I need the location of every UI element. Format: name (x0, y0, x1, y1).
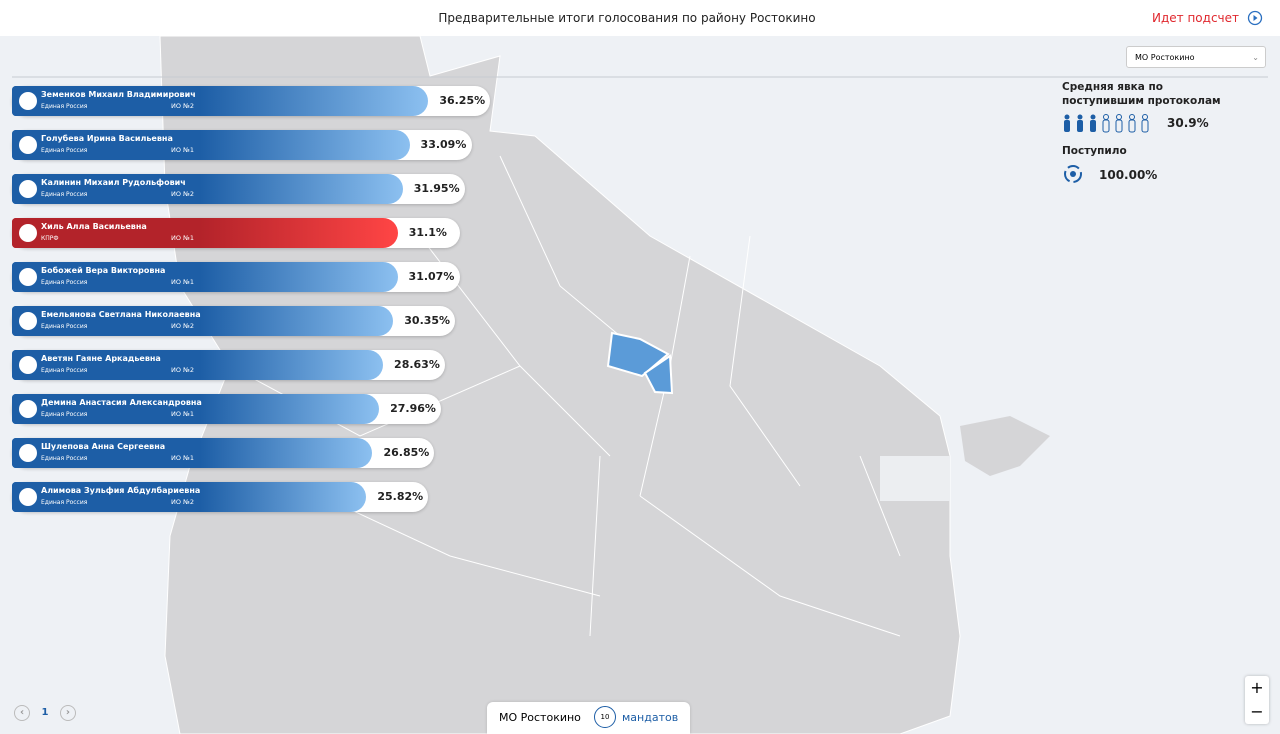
candidate-info: Алимова Зульфия Абдулбариевна Единая Росс… (12, 482, 200, 512)
candidate-row[interactable]: Аветян Гаяне Аркадьевна Единая Россия ИО №… (12, 350, 446, 380)
district-selector[interactable]: МО Ростокино ⌄ (1126, 46, 1266, 68)
party-logo (19, 268, 37, 286)
candidate-row[interactable]: Шулепова Анна Сергеевна Единая Россия ИО №… (12, 438, 435, 468)
party-logo (19, 356, 37, 374)
district-label: ИО №1 (171, 146, 194, 154)
percent-label: 28.63% (394, 358, 440, 371)
selector-text: МО Ростокино (1135, 53, 1195, 62)
candidate-info: Хиль Алла Васильевна КПРФ ИО №1 (12, 218, 200, 248)
party-name: Единая Россия (41, 411, 88, 418)
candidate-name: Алимова Зульфия Абдулбариевна (41, 486, 201, 495)
footer-box: МО Ростокино 10 мандатов (487, 702, 690, 734)
party-logo (19, 180, 37, 198)
party-name: КПРФ (41, 235, 59, 242)
party-name: Единая Россия (41, 191, 88, 198)
percent-label: 31.07% (408, 270, 455, 283)
party-name: Единая Россия (41, 103, 88, 110)
district-label: ИО №2 (171, 322, 194, 330)
page-number[interactable]: 1 (41, 707, 49, 718)
district-label: ИО №1 (171, 454, 194, 462)
candidate-name: Земенков Михаил Владимирович (41, 90, 196, 99)
stats-panel: Средняя явка по поступившим протоколам 3… (1062, 80, 1267, 183)
percent-label: 30.35% (404, 314, 451, 327)
percent-label: 26.85% (383, 446, 430, 459)
turnout-label: Средняя явка по поступившим протоколам (1062, 81, 1221, 107)
party-logo (19, 92, 37, 110)
party-logo (19, 488, 37, 506)
candidate-info: Шулепова Анна Сергеевна Единая Россия ИО №… (12, 438, 200, 468)
next-page[interactable]: › (59, 705, 76, 721)
district-label: ИО №1 (171, 410, 194, 418)
pagination: ‹ 1 › (14, 705, 76, 721)
percent-label: 31.1% (408, 226, 447, 239)
district-label: ИО №2 (171, 102, 194, 110)
party-logo (19, 224, 37, 242)
play-button[interactable] (1247, 10, 1263, 26)
party-logo (19, 136, 37, 154)
percent-label: 36.25% (439, 94, 486, 107)
zoom-out[interactable]: − (1250, 702, 1264, 721)
district-label: ИО №1 (171, 278, 194, 286)
candidate-row[interactable]: Голубева Ирина Васильевна Единая Россия ИО… (12, 130, 472, 160)
party-name: Единая Россия (41, 323, 88, 330)
candidate-info: Голубева Ирина Васильевна Единая Россия ИО… (12, 130, 200, 160)
percent-label: 27.96% (390, 402, 436, 415)
turnout-value: 30.9% (1167, 116, 1209, 130)
turnout-icons (1064, 114, 1149, 133)
candidate-row[interactable]: Демина Анастасия Александровна Единая Рос… (12, 394, 442, 424)
party-name: Единая Россия (41, 455, 88, 462)
candidate-name: Шулепова Анна Сергеевна (41, 442, 166, 451)
district-label: ИО №1 (171, 234, 194, 242)
mandates-label: мандатов (622, 711, 679, 724)
map (12, 36, 1268, 734)
party-name: Единая Россия (41, 279, 88, 286)
received-label: Поступило (1062, 145, 1127, 157)
title: Предварительные итоги голосования по рай… (438, 11, 816, 25)
percent-label: 25.82% (377, 490, 424, 503)
received-value: 100.00% (1099, 168, 1158, 182)
selected-district[interactable] (643, 354, 674, 395)
percent-label: 33.09% (420, 138, 467, 151)
party-name: Единая Россия (41, 147, 88, 154)
candidate-row[interactable]: Калинин Михаил Рудольфович Единая Россия И… (12, 174, 465, 204)
prev-page[interactable]: ‹ (14, 705, 30, 721)
candidate-info: Демина Анастасия Александровна Единая Рос… (12, 394, 202, 424)
party-logo (19, 312, 37, 330)
candidate-row[interactable]: Хиль Алла Васильевна КПРФ ИО №1 31.1% (12, 218, 460, 248)
party-name: Единая Россия (41, 499, 88, 506)
mandates-count: 10 (594, 706, 616, 728)
candidate-info: Бобожей Вера Викторовна Единая Россия ИО №… (12, 262, 200, 292)
candidate-info: Калинин Михаил Рудольфович Единая Россия И… (12, 174, 200, 204)
candidate-row[interactable]: Емельянова Светлана Николаевна Единая Рос… (12, 306, 456, 336)
percent-label: 31.95% (413, 182, 460, 195)
candidate-name: Емельянова Светлана Николаевна (41, 310, 201, 319)
district-label: ИО №2 (171, 366, 194, 374)
district-label: ИО №2 (171, 190, 194, 198)
party-logo (19, 444, 37, 462)
footer-district: МО Ростокино (499, 711, 581, 724)
zoom-in[interactable]: + (1250, 678, 1264, 697)
party-name: Единая Россия (41, 367, 88, 374)
candidate-name: Калинин Михаил Рудольфович (41, 178, 186, 187)
party-logo (19, 400, 37, 418)
received-icon (1064, 165, 1082, 183)
status: Идет подсчет (1152, 11, 1240, 25)
header: Предварительные итоги голосования по рай… (0, 0, 1280, 36)
candidate-info: Земенков Михаил Владимирович Единая Росси… (12, 86, 200, 116)
candidate-row[interactable]: Алимова Зульфия Абдулбариевна Единая Росс… (12, 482, 429, 512)
candidate-row[interactable]: Земенков Михаил Владимирович Единая Росси… (12, 86, 491, 116)
candidate-name: Хиль Алла Васильевна (41, 222, 147, 231)
candidate-info: Аветян Гаяне Аркадьевна Единая Россия ИО №… (12, 350, 200, 380)
candidate-name: Аветян Гаяне Аркадьевна (41, 354, 161, 363)
district-label: ИО №2 (171, 498, 194, 506)
zoom-controls: + − (1245, 676, 1269, 724)
candidate-info: Емельянова Светлана Николаевна Единая Рос… (12, 306, 201, 336)
candidate-name: Демина Анастасия Александровна (41, 398, 202, 407)
candidate-name: Бобожей Вера Викторовна (41, 266, 166, 275)
candidate-row[interactable]: Бобожей Вера Викторовна Единая Россия ИО №… (12, 262, 460, 292)
candidate-name: Голубева Ирина Васильевна (41, 134, 173, 143)
